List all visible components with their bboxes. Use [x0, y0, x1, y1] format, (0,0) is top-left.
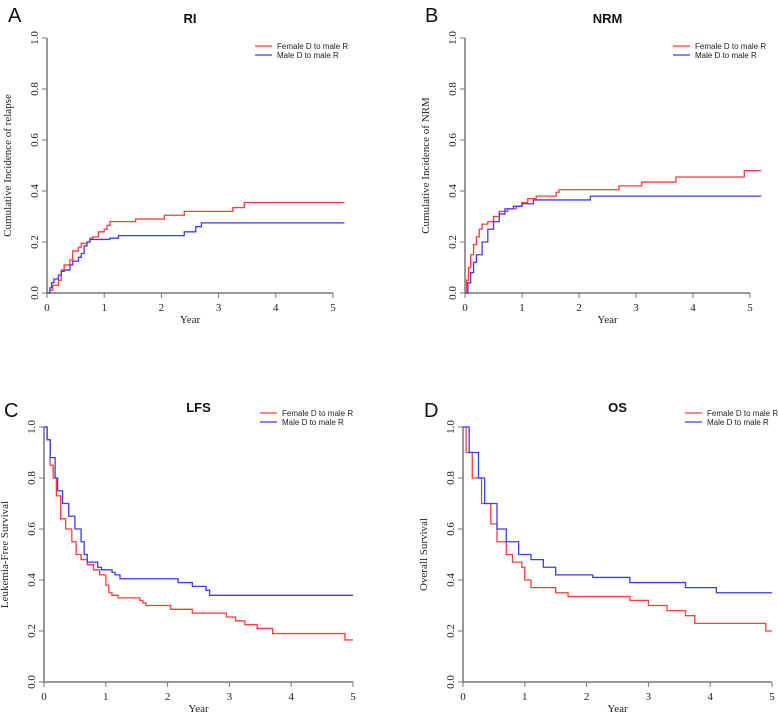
x-tick-label: 3: [216, 302, 222, 314]
y-tick-label: 0.4: [29, 184, 41, 198]
x-tick-label: 0: [44, 302, 50, 314]
y-tick-label: 0.2: [29, 235, 41, 249]
x-tick-label: 2: [159, 302, 165, 314]
y-axis-label: Leukemia-Free Survival: [0, 501, 11, 608]
panel-title: NRM: [593, 11, 623, 26]
x-tick-label: 2: [584, 691, 590, 703]
series-line-female-donor: [465, 169, 762, 294]
series-line-female-donor: [44, 426, 353, 641]
series-line-male-donor: [44, 426, 353, 596]
y-tick-label: 0.0: [445, 675, 457, 689]
x-axis-label: Year: [180, 314, 201, 326]
y-axis-label: Cumulative Incidence of relapse: [2, 94, 14, 237]
x-tick-label: 5: [747, 302, 753, 314]
y-tick-label: 0.2: [445, 624, 457, 638]
y-axis-label: Overall Survival: [418, 518, 430, 591]
y-tick-label: 0.6: [445, 522, 457, 536]
panel-label: A: [8, 5, 22, 27]
x-tick-label: 1: [101, 302, 107, 314]
y-tick-label: 0.8: [26, 471, 38, 485]
y-tick-label: 0.4: [445, 573, 457, 587]
x-tick-label: 3: [633, 302, 639, 314]
x-tick-label: 4: [288, 691, 294, 703]
x-tick-label: 1: [522, 691, 528, 703]
legend-label: Male D to male R: [282, 418, 344, 427]
y-tick-label: 1.0: [447, 31, 459, 45]
panel-label: C: [4, 400, 18, 422]
x-tick-label: 5: [769, 691, 775, 703]
x-tick-label: 3: [646, 691, 652, 703]
y-tick-label: 0.6: [26, 522, 38, 536]
y-tick-label: 0.8: [447, 82, 459, 96]
legend-label: Male D to male R: [707, 418, 769, 427]
y-tick-label: 0.0: [29, 286, 41, 300]
series-line-male-donor: [463, 426, 772, 594]
panel-title: LFS: [186, 400, 211, 415]
x-tick-label: 4: [707, 691, 713, 703]
x-tick-label: 2: [165, 691, 171, 703]
y-tick-label: 1.0: [445, 420, 457, 434]
y-tick-label: 0.2: [26, 624, 38, 638]
x-tick-label: 4: [273, 302, 279, 314]
x-tick-label: 3: [227, 691, 233, 703]
y-tick-label: 0.6: [447, 133, 459, 147]
x-tick-label: 5: [350, 691, 356, 703]
x-tick-label: 0: [462, 302, 468, 314]
y-tick-label: 0.8: [445, 471, 457, 485]
y-tick-label: 0.0: [26, 675, 38, 689]
x-tick-label: 1: [103, 691, 109, 703]
y-tick-label: 0.6: [29, 133, 41, 147]
x-axis-label: Year: [607, 703, 628, 715]
series-line-male-donor: [465, 195, 762, 294]
y-tick-label: 1.0: [26, 420, 38, 434]
legend-label: Female D to male R: [282, 409, 353, 418]
y-axis-label: Cumulative Incidence of NRM: [420, 97, 432, 234]
legend-label: Female D to male R: [277, 42, 348, 51]
y-tick-label: 0.0: [447, 286, 459, 300]
panel-title: OS: [608, 400, 627, 415]
x-tick-label: 4: [690, 302, 696, 314]
y-tick-label: 1.0: [29, 31, 41, 45]
panel-title: RI: [184, 11, 197, 26]
x-tick-label: 2: [576, 302, 582, 314]
legend-label: Female D to male R: [695, 42, 766, 51]
y-tick-label: 0.2: [447, 235, 459, 249]
x-axis-label: Year: [188, 703, 209, 715]
x-tick-label: 1: [519, 302, 525, 314]
series-line-male-donor: [47, 222, 345, 294]
legend-label: Male D to male R: [695, 51, 757, 60]
x-tick-label: 5: [330, 302, 336, 314]
y-tick-label: 0.4: [26, 573, 38, 587]
legend-label: Male D to male R: [277, 51, 339, 60]
series-line-female-donor: [47, 201, 345, 294]
y-tick-label: 0.8: [29, 82, 41, 96]
panel-label: B: [425, 5, 438, 27]
x-tick-label: 0: [41, 691, 47, 703]
panel-label: D: [424, 400, 438, 422]
x-tick-label: 0: [460, 691, 466, 703]
y-tick-label: 0.4: [447, 184, 459, 198]
x-axis-label: Year: [597, 314, 618, 326]
series-line-female-donor: [463, 426, 772, 632]
legend-label: Female D to male R: [707, 409, 778, 418]
